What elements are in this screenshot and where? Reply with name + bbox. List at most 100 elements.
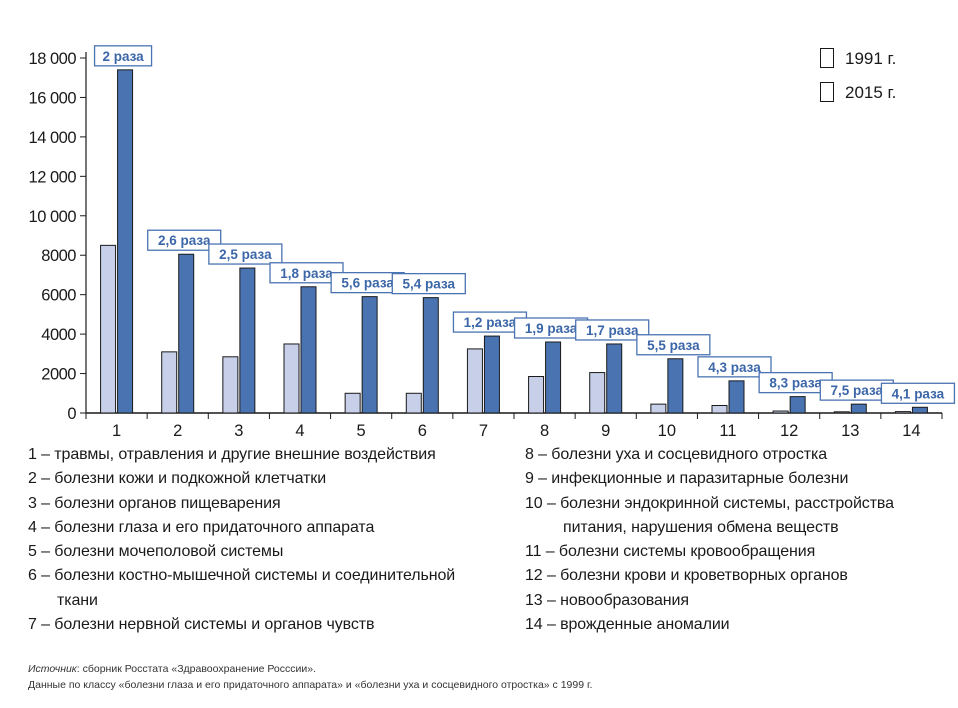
bar-1991 bbox=[894, 411, 911, 414]
ratio-label: 4,1 раза bbox=[892, 386, 945, 401]
ratio-label-box bbox=[880, 382, 956, 404]
ratio-label-box bbox=[208, 243, 283, 265]
ratio-label: 5,6 раза bbox=[341, 276, 394, 291]
category-key-left: 1 – травмы, отравления и другие внешние … bbox=[28, 443, 455, 637]
bar-2015 bbox=[728, 380, 745, 414]
bar-chart: 0 2000 4000 6000 8000 10 000 12 000 14 000 16 00… bbox=[29, 45, 956, 440]
ratio-label-box bbox=[391, 272, 466, 295]
ratio-label: 1,2 раза bbox=[464, 315, 517, 330]
bar-1991 bbox=[161, 351, 178, 414]
bar-2015 bbox=[361, 296, 378, 414]
bar-2015 bbox=[545, 341, 562, 414]
ratio-label: 4,3 раза bbox=[708, 360, 761, 375]
y-tick-label: 0 bbox=[67, 405, 76, 423]
x-tick-label: 1 bbox=[112, 422, 121, 440]
source-note: Источник: сборник Росстата «Здравоохране… bbox=[28, 663, 316, 675]
category-key-item: 10 – болезни эндокринной системы, расстр… bbox=[525, 494, 894, 512]
x-tick-label: 11 bbox=[719, 422, 736, 440]
x-tick-label: 12 bbox=[780, 422, 798, 440]
category-key-item-continuation: ткани bbox=[57, 591, 98, 609]
ratio-label: 1,9 раза bbox=[525, 321, 578, 336]
ratio-label: 7,5 раза bbox=[831, 383, 884, 398]
bar-1991 bbox=[283, 343, 300, 414]
x-tick-label: 7 bbox=[479, 422, 488, 440]
data-note: Данные по классу «болезни глаза и его пр… bbox=[28, 679, 593, 691]
bar-1991 bbox=[833, 411, 850, 414]
category-key-item: 3 – болезни органов пищеварения bbox=[28, 494, 281, 512]
bar-2015 bbox=[911, 406, 928, 414]
bar-2015 bbox=[300, 286, 317, 414]
category-key-item-continuation: питания, нарушения обмена веществ bbox=[563, 518, 839, 536]
ratio-label-box bbox=[147, 229, 222, 251]
bar-2015 bbox=[667, 358, 684, 414]
y-tick-label: 6000 bbox=[41, 287, 76, 305]
category-key-item: 7 – болезни нервной системы и органов чу… bbox=[28, 616, 375, 634]
bar-1991 bbox=[711, 405, 728, 414]
bar-2015 bbox=[117, 69, 134, 414]
bar-1991 bbox=[589, 372, 606, 414]
ratio-label-box bbox=[575, 319, 650, 341]
category-key-item: 13 – новообразования bbox=[525, 591, 689, 609]
y-tick-label: 14 000 bbox=[29, 129, 77, 147]
ratio-label-box bbox=[93, 45, 153, 67]
source-label: Источник bbox=[28, 663, 77, 675]
ratio-label-box bbox=[697, 356, 772, 378]
category-key-item: 12 – болезни крови и кроветворных органо… bbox=[525, 567, 848, 585]
bar-2015 bbox=[178, 253, 195, 414]
bar-1991 bbox=[405, 392, 422, 414]
y-tick-label: 2000 bbox=[41, 366, 76, 384]
bar-1991 bbox=[344, 392, 361, 414]
x-tick-label: 5 bbox=[357, 422, 366, 440]
ratio-label: 5,4 раза bbox=[403, 277, 456, 292]
bar-2015 bbox=[606, 343, 623, 414]
category-key-item: 1 – травмы, отравления и другие внешние … bbox=[28, 446, 436, 463]
ratio-label: 2,5 раза bbox=[219, 247, 272, 262]
ratio-label: 8,3 раза bbox=[769, 376, 822, 391]
x-tick-label: 10 bbox=[658, 422, 676, 440]
x-tick-label: 6 bbox=[418, 422, 427, 440]
ratio-label-box bbox=[636, 334, 711, 356]
legend-label-2015: 2015 г. bbox=[845, 83, 897, 102]
x-tick-label: 14 bbox=[902, 422, 920, 440]
category-key-item: 6 – болезни костно-мышечной системы и со… bbox=[28, 567, 456, 585]
bar-2015 bbox=[239, 267, 256, 414]
source-text: : сборник Росстата «Здравоохранение Росс… bbox=[76, 663, 316, 675]
category-key-item: 11 – болезни системы кровообращения bbox=[525, 543, 816, 561]
category-key-item: 14 – врожденные аномалии bbox=[525, 616, 730, 634]
x-tick-label: 4 bbox=[295, 422, 304, 440]
x-tick-label: 2 bbox=[173, 422, 182, 440]
y-tick-label: 10 000 bbox=[29, 208, 77, 226]
y-tick-label: 8000 bbox=[41, 247, 76, 265]
y-tick-label: 16 000 bbox=[29, 89, 77, 107]
category-key-item: 8 – болезни уха и сосцевидного отростка bbox=[525, 446, 828, 463]
bar-2015 bbox=[483, 335, 500, 414]
bar-1991 bbox=[466, 348, 483, 414]
category-key-item: 5 – болезни мочеполовой системы bbox=[28, 543, 284, 561]
x-tick-label: 3 bbox=[234, 422, 243, 440]
legend-label-1991: 1991 г. bbox=[845, 49, 897, 68]
category-key-item: 2 – болезни кожи и подкожной клетчатки bbox=[28, 470, 327, 488]
bar-2015 bbox=[422, 297, 439, 414]
bar-2015 bbox=[789, 396, 806, 414]
x-tick-label: 8 bbox=[540, 422, 549, 440]
y-tick-label: 4000 bbox=[41, 326, 76, 344]
y-tick-label: 18 000 bbox=[29, 50, 77, 68]
ratio-label: 2,6 раза bbox=[158, 233, 211, 248]
bar-1991 bbox=[772, 410, 789, 414]
category-key-item: 9 – инфекционные и паразитарные болезни bbox=[525, 470, 849, 488]
legend-swatch-2015 bbox=[820, 82, 834, 102]
bar-1991 bbox=[528, 376, 545, 414]
ratio-label: 2 раза bbox=[102, 49, 144, 64]
ratio-label: 5,5 раза bbox=[647, 338, 700, 353]
category-key-item: 4 – болезни глаза и его придаточного апп… bbox=[28, 518, 375, 536]
ratio-label: 1,7 раза bbox=[586, 323, 639, 338]
bar-1991 bbox=[222, 356, 239, 414]
bar-2015 bbox=[850, 403, 867, 414]
x-tick-label: 13 bbox=[841, 422, 859, 440]
legend-swatch-1991 bbox=[820, 48, 834, 68]
bar-1991 bbox=[650, 403, 667, 414]
y-tick-label: 12 000 bbox=[29, 168, 77, 186]
bar-1991 bbox=[100, 244, 117, 414]
x-tick-label: 9 bbox=[601, 422, 610, 440]
ratio-label: 1,8 раза bbox=[280, 266, 333, 281]
